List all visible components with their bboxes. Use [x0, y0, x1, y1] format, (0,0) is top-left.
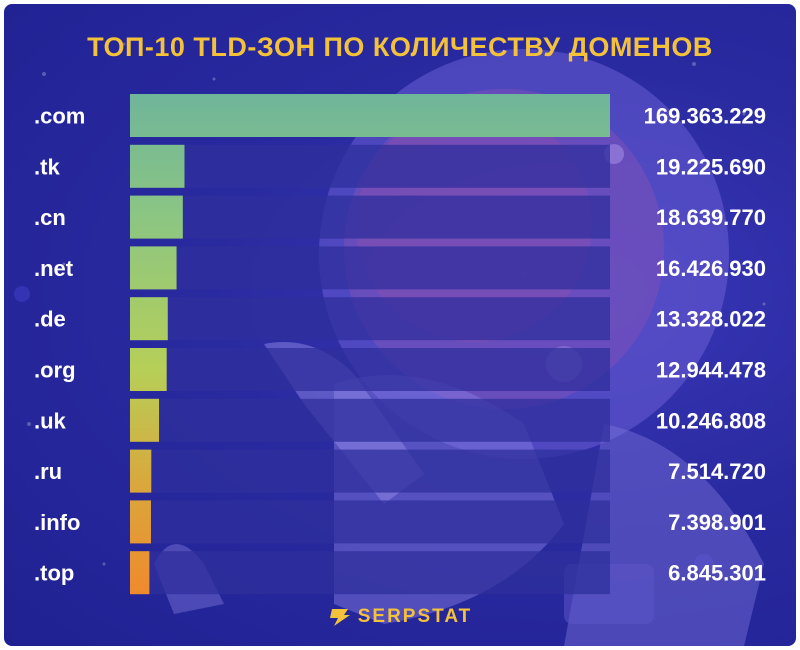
bar-row: .top 6.845.301	[34, 551, 766, 595]
bar-row: .cn 18.639.770	[34, 195, 766, 239]
bar-row: .de 13.328.022	[34, 297, 766, 341]
brand-logo: SERPSTAT	[4, 606, 796, 628]
category-label: .uk	[34, 408, 67, 433]
category-label: .tk	[34, 154, 60, 179]
category-label: .net	[34, 256, 74, 281]
value-label: 18.639.770	[656, 205, 766, 230]
value-label: 19.225.690	[656, 154, 766, 179]
serpstat-logo-icon	[329, 609, 350, 626]
value-label: 10.246.808	[656, 408, 766, 433]
bar-row: .tk 19.225.690	[34, 144, 766, 188]
value-label: 13.328.022	[656, 307, 766, 332]
bar	[130, 94, 610, 137]
bar-track	[130, 297, 610, 341]
value-label: 7.514.720	[668, 459, 766, 484]
brand-name: SERPSTAT	[357, 606, 473, 627]
category-label: .de	[34, 307, 66, 332]
category-label: .info	[34, 510, 80, 535]
bar-chart: .com 169.363.229 .tk 19.225.690 .cn 18.639.77…	[34, 94, 766, 595]
category-label: .top	[34, 561, 74, 586]
bar	[130, 195, 183, 239]
bar-track	[130, 551, 610, 595]
bar-row: .info 7.398.901	[34, 500, 766, 544]
bar-track	[130, 398, 610, 442]
category-label: .org	[34, 358, 76, 383]
value-label: 169.363.229	[644, 104, 766, 129]
value-label: 7.398.901	[668, 510, 766, 535]
category-label: .cn	[34, 205, 66, 230]
bar-row: .ru 7.514.720	[34, 449, 766, 493]
bar-row: .uk 10.246.808	[34, 398, 766, 442]
bar	[130, 500, 151, 544]
bar-row: .net 16.426.930	[34, 246, 766, 290]
value-label: 6.845.301	[668, 561, 766, 586]
value-label: 16.426.930	[656, 256, 766, 281]
bar-track	[130, 500, 610, 544]
bar-row: .org 12.944.478	[34, 348, 766, 391]
bar-track	[130, 195, 610, 239]
bar-track	[130, 348, 610, 391]
infographic-frame: ТОП-10 TLD-ЗОН ПО КОЛИЧЕСТВУ ДОМЕНОВ .co…	[4, 4, 796, 646]
bar-track	[130, 246, 610, 290]
bar	[130, 348, 167, 391]
bar-row: .com 169.363.229	[34, 94, 766, 137]
bar	[130, 297, 168, 341]
value-label: 12.944.478	[656, 358, 766, 383]
chart-title: ТОП-10 TLD-ЗОН ПО КОЛИЧЕСТВУ ДОМЕНОВ	[87, 32, 713, 62]
category-label: .ru	[34, 459, 62, 484]
bar	[130, 551, 150, 595]
bar	[130, 246, 177, 290]
category-label: .com	[34, 104, 85, 129]
bar-track	[130, 449, 610, 493]
bar-rows: .com 169.363.229 .tk 19.225.690 .cn 18.639.77…	[34, 94, 766, 595]
bar	[130, 449, 152, 493]
bar	[130, 398, 160, 442]
bar	[130, 144, 185, 188]
bar-track	[130, 144, 610, 188]
